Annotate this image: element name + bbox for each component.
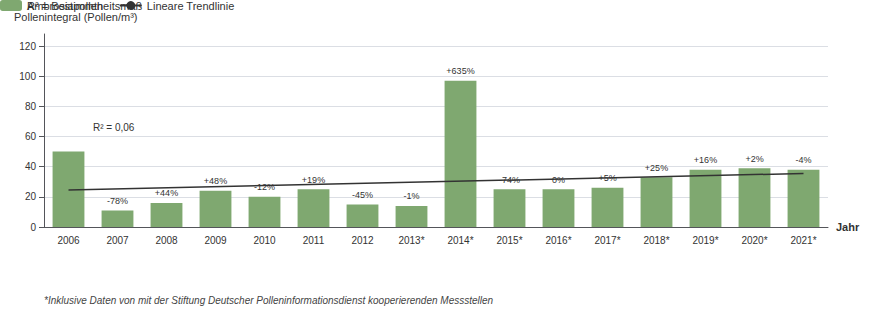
svg-text:-4%: -4% <box>795 155 811 165</box>
svg-text:+5%: +5% <box>598 173 617 184</box>
svg-text:R² = Bestimmtheitsmaß: R² = Bestimmtheitsmaß <box>27 0 142 12</box>
svg-text:2021*: 2021* <box>790 235 816 246</box>
svg-text:+635%: +635% <box>446 66 474 76</box>
svg-text:Jahr: Jahr <box>836 221 860 233</box>
svg-text:2009: 2009 <box>204 235 227 246</box>
svg-text:-74%: -74% <box>499 174 520 185</box>
svg-text:60: 60 <box>25 131 37 142</box>
svg-text:2013*: 2013* <box>398 235 424 246</box>
svg-text:-12%: -12% <box>254 182 275 192</box>
svg-text:+19%: +19% <box>302 175 325 185</box>
svg-text:0%: 0% <box>552 174 565 185</box>
svg-text:+16%: +16% <box>694 155 717 165</box>
svg-text:*Inklusive Daten von mit der S: *Inklusive Daten von mit der Stiftung De… <box>44 295 494 306</box>
svg-text:2007: 2007 <box>106 235 129 246</box>
svg-text:-78%: -78% <box>107 196 128 206</box>
svg-text:2019*: 2019* <box>692 235 718 246</box>
svg-text:R² = 0,06: R² = 0,06 <box>93 122 135 133</box>
svg-text:100: 100 <box>19 71 36 82</box>
svg-text:Pollenintegral (Pollen/m³): Pollenintegral (Pollen/m³) <box>14 11 138 23</box>
svg-text:2018*: 2018* <box>643 235 669 246</box>
svg-text:2006: 2006 <box>57 235 80 246</box>
svg-text:2017*: 2017* <box>594 235 620 246</box>
svg-text:+25%: +25% <box>645 163 668 173</box>
svg-text:+2%: +2% <box>745 154 763 164</box>
svg-text:80: 80 <box>25 101 37 112</box>
svg-text:2010: 2010 <box>253 235 276 246</box>
svg-text:-45%: -45% <box>352 190 373 200</box>
svg-text:2011: 2011 <box>303 235 325 246</box>
svg-text:0: 0 <box>30 222 36 233</box>
svg-text:+44%: +44% <box>155 188 178 198</box>
svg-text:2020*: 2020* <box>741 235 767 246</box>
svg-text:Lineare Trendlinie: Lineare Trendlinie <box>147 0 234 12</box>
svg-text:40: 40 <box>25 161 37 172</box>
svg-text:+48%: +48% <box>204 176 227 186</box>
svg-text:2014*: 2014* <box>447 235 473 246</box>
svg-text:2008: 2008 <box>155 235 178 246</box>
svg-text:20: 20 <box>25 191 37 202</box>
svg-text:2016*: 2016* <box>545 235 571 246</box>
svg-text:2015*: 2015* <box>496 235 522 246</box>
svg-text:2012: 2012 <box>351 235 374 246</box>
svg-text:120: 120 <box>19 41 36 52</box>
svg-text:-1%: -1% <box>403 191 419 201</box>
